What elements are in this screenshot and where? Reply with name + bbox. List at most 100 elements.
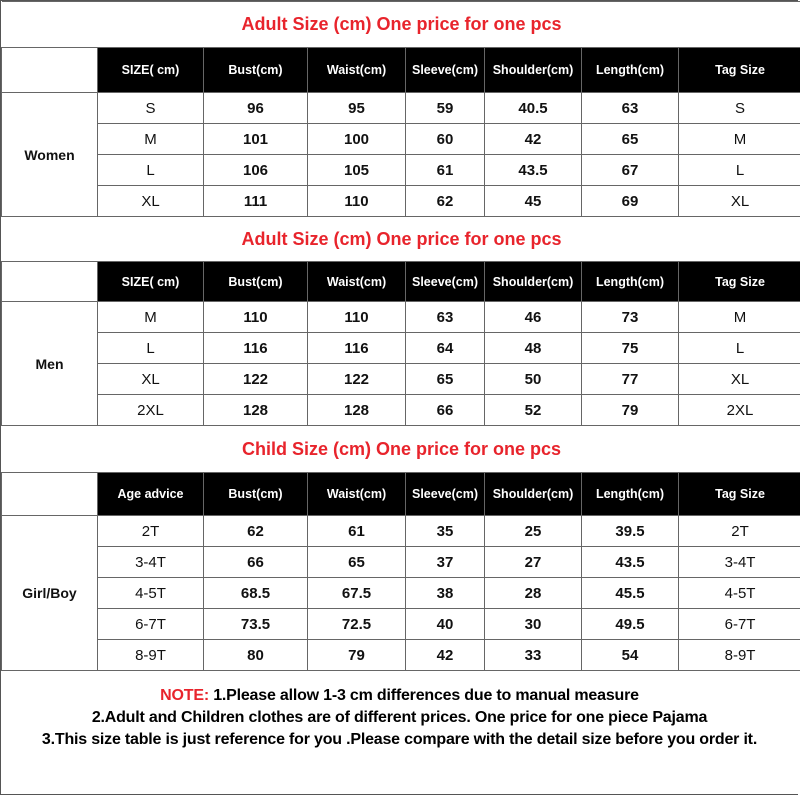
table-cell: 96 bbox=[203, 92, 308, 124]
table-cell: 8-9T bbox=[677, 639, 800, 671]
table-cell: 79 bbox=[307, 639, 406, 671]
table-cell: 65 bbox=[405, 363, 485, 395]
table-cell: 116 bbox=[203, 332, 308, 364]
table-cell: 50 bbox=[484, 363, 582, 395]
table-row: 3-4T 66 65 37 27 43.5 3-4T bbox=[2, 546, 800, 578]
table-cell: 122 bbox=[203, 363, 308, 395]
table-cell: 4-5T bbox=[97, 577, 204, 609]
table-cell: M bbox=[677, 301, 800, 333]
section-title-men: Adult Size (cm) One price for one pcs bbox=[1, 216, 800, 262]
table-cell: 67.5 bbox=[307, 577, 406, 609]
column-header: Sleeve(cm) bbox=[405, 47, 485, 93]
table-cell: 67 bbox=[581, 154, 679, 186]
table-cell: 63 bbox=[581, 92, 679, 124]
table-cell: 105 bbox=[307, 154, 406, 186]
table-cell: 111 bbox=[203, 185, 308, 217]
table-cell: 42 bbox=[484, 123, 582, 155]
table-cell: 61 bbox=[405, 154, 485, 186]
column-header: Sleeve(cm) bbox=[405, 261, 485, 302]
table-cell: 80 bbox=[203, 639, 308, 671]
table-cell: XL bbox=[677, 363, 800, 395]
table-cell: 101 bbox=[203, 123, 308, 155]
header-row: SIZE( cm) Bust(cm) Waist(cm) Sleeve(cm) Shou… bbox=[1, 261, 800, 302]
table-cell: M bbox=[677, 123, 800, 155]
table-row: 8-9T 80 79 42 33 54 8-9T bbox=[2, 639, 800, 671]
note-line-2: 2.Adult and Children clothes are of diff… bbox=[91, 709, 708, 726]
note-line-1: 1.Please allow 1-3 cm differences due to… bbox=[208, 687, 639, 704]
column-header: Waist(cm) bbox=[307, 47, 406, 93]
table-cell: 2XL bbox=[97, 394, 204, 426]
table-cell: 122 bbox=[307, 363, 406, 395]
column-header: Sleeve(cm) bbox=[405, 472, 485, 516]
table-cell: L bbox=[97, 332, 204, 364]
size-table: Adult Size (cm) One price for one pcs SIZ… bbox=[1, 1, 800, 671]
table-cell: 3-4T bbox=[677, 546, 800, 578]
table-row: Men M 110 110 63 46 73 M bbox=[1, 301, 800, 426]
table-cell: 54 bbox=[581, 639, 679, 671]
header-row: Age advice Bust(cm) Waist(cm) Sleeve(cm) Sho… bbox=[1, 472, 800, 516]
table-cell: 110 bbox=[203, 301, 308, 333]
table-cell: 69 bbox=[581, 185, 679, 217]
table-cell: 3-4T bbox=[97, 546, 204, 578]
table-cell: L bbox=[677, 154, 800, 186]
table-cell: 25 bbox=[484, 515, 582, 547]
header-row: SIZE( cm) Bust(cm) Waist(cm) Sleeve(cm) Shou… bbox=[1, 47, 800, 93]
column-header: Length(cm) bbox=[581, 472, 679, 516]
table-row: 2XL 128 128 66 52 79 2XL bbox=[2, 394, 800, 426]
blank-cell bbox=[1, 47, 98, 93]
column-header: Tag Size bbox=[677, 472, 800, 516]
table-cell: 65 bbox=[307, 546, 406, 578]
table-row: L 106 105 61 43.5 67 L bbox=[2, 154, 800, 186]
table-cell: 73 bbox=[581, 301, 679, 333]
table-cell: 95 bbox=[307, 92, 406, 124]
table-cell: 6-7T bbox=[677, 608, 800, 640]
table-cell: 62 bbox=[405, 185, 485, 217]
column-header: Bust(cm) bbox=[203, 472, 308, 516]
table-cell: 27 bbox=[484, 546, 582, 578]
section-title-row: Adult Size (cm) One price for one pcs bbox=[1, 1, 800, 48]
note-block: NOTE: 1.Please allow 1-3 cm differences … bbox=[1, 671, 798, 751]
table-cell: 45.5 bbox=[581, 577, 679, 609]
table-cell: 110 bbox=[307, 185, 406, 217]
table-cell: 62 bbox=[203, 515, 308, 547]
table-cell: 38 bbox=[405, 577, 485, 609]
table-cell: 43.5 bbox=[581, 546, 679, 578]
table-cell: 72.5 bbox=[307, 608, 406, 640]
table-row: M 101 100 60 42 65 M bbox=[2, 123, 800, 155]
table-cell: XL bbox=[97, 363, 204, 395]
column-header: Waist(cm) bbox=[307, 472, 406, 516]
column-header: Age advice bbox=[97, 472, 204, 516]
table-cell: 4-5T bbox=[677, 577, 800, 609]
section-title-row: Adult Size (cm) One price for one pcs bbox=[1, 216, 800, 262]
table-cell: 110 bbox=[307, 301, 406, 333]
table-cell: 128 bbox=[307, 394, 406, 426]
table-cell: 68.5 bbox=[203, 577, 308, 609]
blank-cell bbox=[1, 261, 98, 302]
table-cell: 77 bbox=[581, 363, 679, 395]
table-cell: 52 bbox=[484, 394, 582, 426]
column-header: SIZE( cm) bbox=[97, 47, 204, 93]
column-header: Waist(cm) bbox=[307, 261, 406, 302]
table-cell: 61 bbox=[307, 515, 406, 547]
table-cell: 48 bbox=[484, 332, 582, 364]
table-row: 6-7T 73.5 72.5 40 30 49.5 6-7T bbox=[2, 608, 800, 640]
table-cell: 116 bbox=[307, 332, 406, 364]
table-row: Girl/Boy 2T 62 61 35 25 39.5 2T bbox=[1, 515, 800, 671]
table-cell: 128 bbox=[203, 394, 308, 426]
table-cell: L bbox=[677, 332, 800, 364]
table-cell: 63 bbox=[405, 301, 485, 333]
table-cell: 2T bbox=[677, 515, 800, 547]
table-cell: 42 bbox=[405, 639, 485, 671]
column-header: Length(cm) bbox=[581, 47, 679, 93]
table-cell: 37 bbox=[405, 546, 485, 578]
table-cell: L bbox=[97, 154, 204, 186]
table-cell: XL bbox=[677, 185, 800, 217]
table-cell: 106 bbox=[203, 154, 308, 186]
table-row: Women S 96 95 59 40.5 63 S bbox=[1, 92, 800, 217]
group-label-men: Men bbox=[1, 301, 98, 426]
section-title-row: Child Size (cm) One price for one pcs bbox=[1, 425, 800, 473]
table-cell: 66 bbox=[405, 394, 485, 426]
section-title-child: Child Size (cm) One price for one pcs bbox=[1, 425, 800, 473]
table-cell: 64 bbox=[405, 332, 485, 364]
